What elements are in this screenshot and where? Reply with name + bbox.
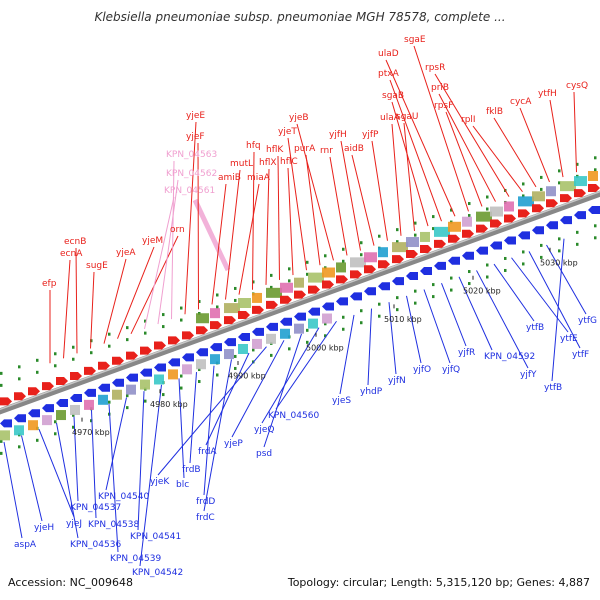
gene-label-bottom[interactable]: yjfN bbox=[388, 376, 406, 386]
gene-label-bottom[interactable]: KPN_04560 bbox=[268, 411, 319, 421]
gene-label-bottom[interactable]: frdD bbox=[196, 497, 215, 507]
gene-label-bottom[interactable]: KPN_04539 bbox=[110, 554, 161, 564]
gene-label-top[interactable]: KPN_04563 bbox=[166, 150, 217, 160]
gene-label-top[interactable]: miaA bbox=[247, 173, 271, 183]
gene-label-bottom[interactable]: yjeH bbox=[34, 523, 54, 533]
accession-text: Accession: NC_009648 bbox=[8, 576, 134, 589]
kbp-tick-label: 5020 kbp bbox=[463, 286, 501, 295]
gene-label-bottom[interactable]: frdC bbox=[196, 513, 215, 523]
gene-label-top[interactable]: KPN_04561 bbox=[164, 186, 215, 196]
gene-label-top[interactable]: yjeE bbox=[186, 111, 205, 121]
gene-label-bottom[interactable]: yjfO bbox=[413, 365, 431, 375]
gene-label-bottom[interactable]: KPN_04537 bbox=[70, 503, 121, 513]
gene-label-top[interactable]: fklB bbox=[486, 107, 503, 117]
gene-label-top[interactable]: yjeM bbox=[142, 236, 163, 246]
gene-label-top[interactable]: sugE bbox=[86, 261, 108, 271]
gene-label-top[interactable]: purA bbox=[294, 144, 316, 154]
gene-label-top[interactable]: yjfH bbox=[329, 130, 347, 140]
gene-label-top[interactable]: priB bbox=[431, 83, 449, 93]
kbp-tick-label: 4990 kbp bbox=[228, 372, 266, 381]
gene-label-bottom[interactable]: frdA bbox=[198, 447, 217, 457]
gene-label-top[interactable]: hfq bbox=[246, 141, 261, 151]
kbp-tick-label: 5010 kbp bbox=[384, 315, 422, 324]
genome-backbone bbox=[0, 190, 600, 415]
gene-label-bottom[interactable]: aspA bbox=[14, 540, 37, 550]
gene-label-bottom[interactable]: yjfR bbox=[458, 348, 475, 358]
gene-label-top[interactable]: ytfH bbox=[538, 89, 557, 99]
kbp-tick-label: 4980 kbp bbox=[150, 400, 188, 409]
gene-label-top[interactable]: sgaB bbox=[382, 91, 404, 101]
gene-labels: efp ecnA ecnB sugE yjeA yjeM orn KPN_04561 KPN_0… bbox=[14, 35, 597, 578]
gene-label-top[interactable]: yjeF bbox=[186, 132, 205, 142]
gene-label-top[interactable]: sgaE bbox=[404, 35, 426, 45]
gene-label-top[interactable]: hflC bbox=[280, 157, 298, 167]
gene-label-top[interactable]: rplI bbox=[461, 115, 476, 125]
gene-label-bottom[interactable]: yjeJ bbox=[66, 519, 82, 529]
gene-label-bottom[interactable]: yjeQ bbox=[254, 425, 274, 435]
gene-label-bottom[interactable]: yjeP bbox=[224, 439, 243, 449]
label-leaders bbox=[3, 45, 587, 567]
gene-label-bottom[interactable]: yjfY bbox=[520, 370, 537, 380]
gene-label-top[interactable]: rpsR bbox=[425, 63, 445, 73]
gene-label-top[interactable]: ecnA bbox=[60, 249, 83, 259]
gene-label-top[interactable]: yjeT bbox=[278, 127, 297, 137]
gene-label-top[interactable]: amiB bbox=[218, 173, 241, 183]
gene-label-bottom[interactable]: KPN_04540 bbox=[98, 492, 149, 502]
gene-label-bottom[interactable]: KPN_04536 bbox=[70, 540, 121, 550]
gene-label-top[interactable]: mutL bbox=[230, 159, 253, 169]
gene-features bbox=[0, 170, 600, 441]
kbp-tick-label: 4970 kbp bbox=[72, 428, 110, 437]
gene-label-bottom[interactable]: ytfF bbox=[572, 350, 589, 360]
gene-label-bottom[interactable]: yjfQ bbox=[442, 365, 460, 375]
gene-label-bottom[interactable]: KPN_04592 bbox=[484, 352, 535, 362]
gene-label-bottom[interactable]: frdB bbox=[182, 465, 201, 475]
gene-label-top[interactable]: hflK bbox=[266, 145, 284, 155]
gene-label-top[interactable]: rnr bbox=[320, 146, 333, 156]
gene-label-bottom[interactable]: ytfG bbox=[578, 316, 597, 326]
gene-label-bottom[interactable]: psd bbox=[256, 449, 272, 459]
gene-label-bottom[interactable]: KPN_04542 bbox=[132, 568, 183, 578]
gene-label-top[interactable]: efp bbox=[42, 279, 57, 289]
kbp-ticks: 4970 kbp 4980 kbp 4990 kbp 5000 kbp 5010 kbp… bbox=[72, 247, 578, 437]
kbp-tick-label: 5030 kbp bbox=[540, 258, 578, 267]
gene-label-bottom[interactable]: yjeS bbox=[332, 396, 351, 406]
gene-label-top[interactable]: yjeB bbox=[289, 113, 309, 123]
gene-label-top[interactable]: cycA bbox=[510, 97, 532, 107]
gene-label-top[interactable]: aidB bbox=[344, 144, 364, 154]
gene-label-bottom[interactable]: KPN_04538 bbox=[88, 520, 139, 530]
gene-label-top[interactable]: ecnB bbox=[64, 237, 86, 247]
gene-label-top[interactable]: rpsF bbox=[434, 101, 453, 111]
gene-label-bottom[interactable]: ytfE bbox=[560, 334, 578, 344]
gene-label-bottom[interactable]: ytfB bbox=[544, 383, 562, 393]
gene-label-bottom[interactable]: ytfB bbox=[526, 323, 544, 333]
gene-label-bottom[interactable]: blc bbox=[176, 480, 189, 490]
kbp-tick-label: 5000 kbp bbox=[306, 343, 344, 352]
gene-label-top[interactable]: orn bbox=[170, 225, 185, 235]
gene-label-top[interactable]: hflX bbox=[259, 158, 277, 168]
gene-label-bottom[interactable]: yjeK bbox=[150, 477, 170, 487]
gene-label-top[interactable]: yjfP bbox=[362, 130, 379, 140]
gene-label-top[interactable]: yjeA bbox=[116, 248, 136, 258]
gene-label-top[interactable]: sgaU bbox=[396, 112, 419, 122]
topology-text: Topology: circular; Length: 5,315,120 bp… bbox=[287, 576, 590, 589]
gene-label-top[interactable]: cysQ bbox=[566, 81, 588, 91]
gene-label-top[interactable]: ulaA bbox=[380, 113, 401, 123]
gene-label-bottom[interactable]: yhdP bbox=[360, 387, 383, 397]
gene-label-top[interactable]: KPN_04562 bbox=[166, 169, 217, 179]
gene-label-top[interactable]: ptxA bbox=[378, 69, 400, 79]
gene-label-bottom[interactable]: KPN_04541 bbox=[130, 532, 181, 542]
gene-label-top[interactable]: ulaD bbox=[378, 49, 399, 59]
map-title: Klebsiella pneumoniae subsp. pneumoniae … bbox=[94, 10, 506, 24]
